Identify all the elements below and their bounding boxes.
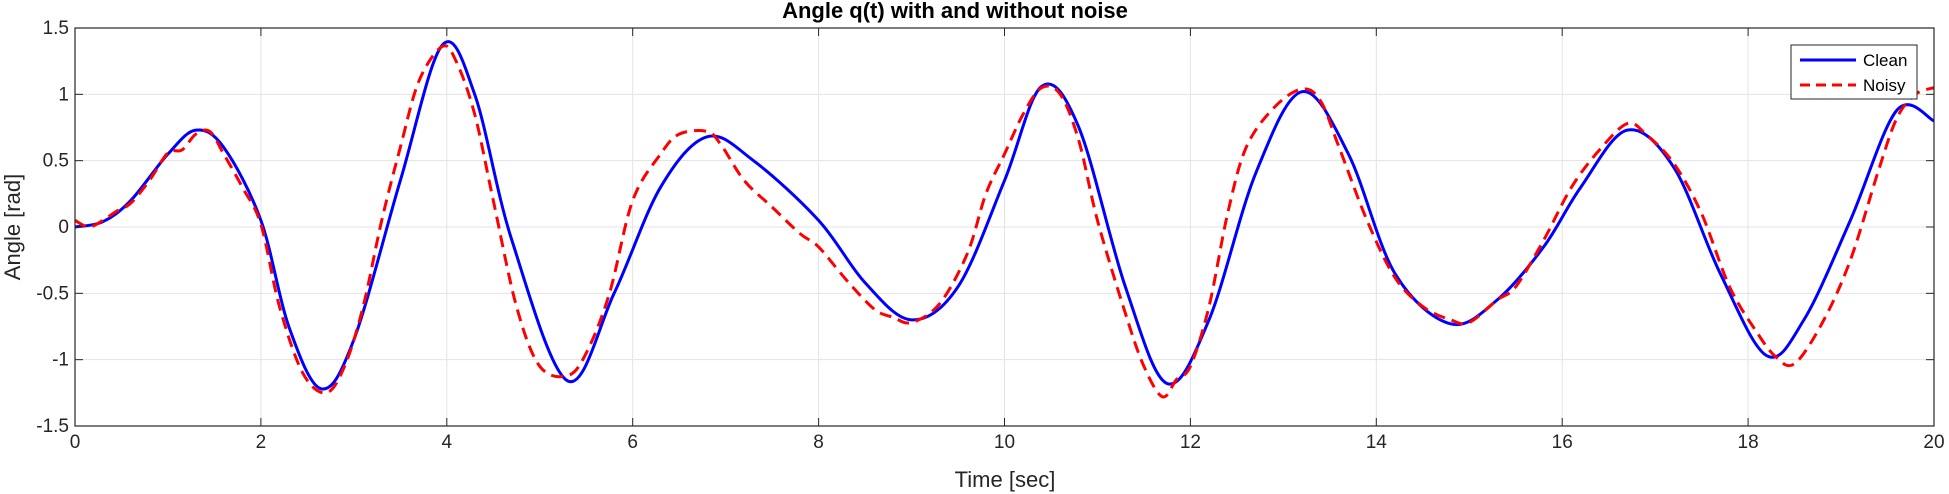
series-line-noisy [74,44,1935,399]
legend-label-noisy: Noisy [1863,76,1906,95]
x-tick-label: 16 [1552,432,1573,453]
x-tick-label: 8 [813,432,824,453]
y-tick-label: -1.5 [36,416,69,437]
y-tick-label: -0.5 [36,283,69,304]
x-axis-ticks: 0 2 4 6 8 10 12 14 16 18 20 [70,28,1945,453]
y-axis-label: Angle [rad] [0,174,25,280]
y-axis-ticks: -1.5 -1 -0.5 0 0.5 1 1.5 [36,18,1934,437]
y-tick-label: 0.5 [43,151,69,172]
y-tick-label: 1.5 [43,18,69,39]
x-tick-label: 14 [1366,432,1388,453]
x-tick-label: 0 [70,432,81,453]
chart-title: Angle q(t) with and without noise [782,0,1128,23]
legend-box [1790,44,1918,100]
x-tick-label: 4 [442,432,453,453]
y-tick-label: 1 [58,84,69,105]
y-tick-label: 0 [58,217,69,238]
y-tick-label: -1 [52,350,69,371]
series-line-clean [74,40,1935,391]
x-tick-label: 12 [1180,432,1201,453]
legend-label-clean: Clean [1863,51,1907,70]
x-tick-label: 18 [1738,432,1759,453]
x-axis-label: Time [sec] [955,467,1056,492]
x-tick-label: 20 [1923,432,1944,453]
series-lines [74,40,1935,399]
legend: Clean Noisy [1790,44,1918,100]
x-tick-label: 2 [256,432,267,453]
x-tick-label: 6 [627,432,638,453]
x-tick-label: 10 [994,432,1015,453]
